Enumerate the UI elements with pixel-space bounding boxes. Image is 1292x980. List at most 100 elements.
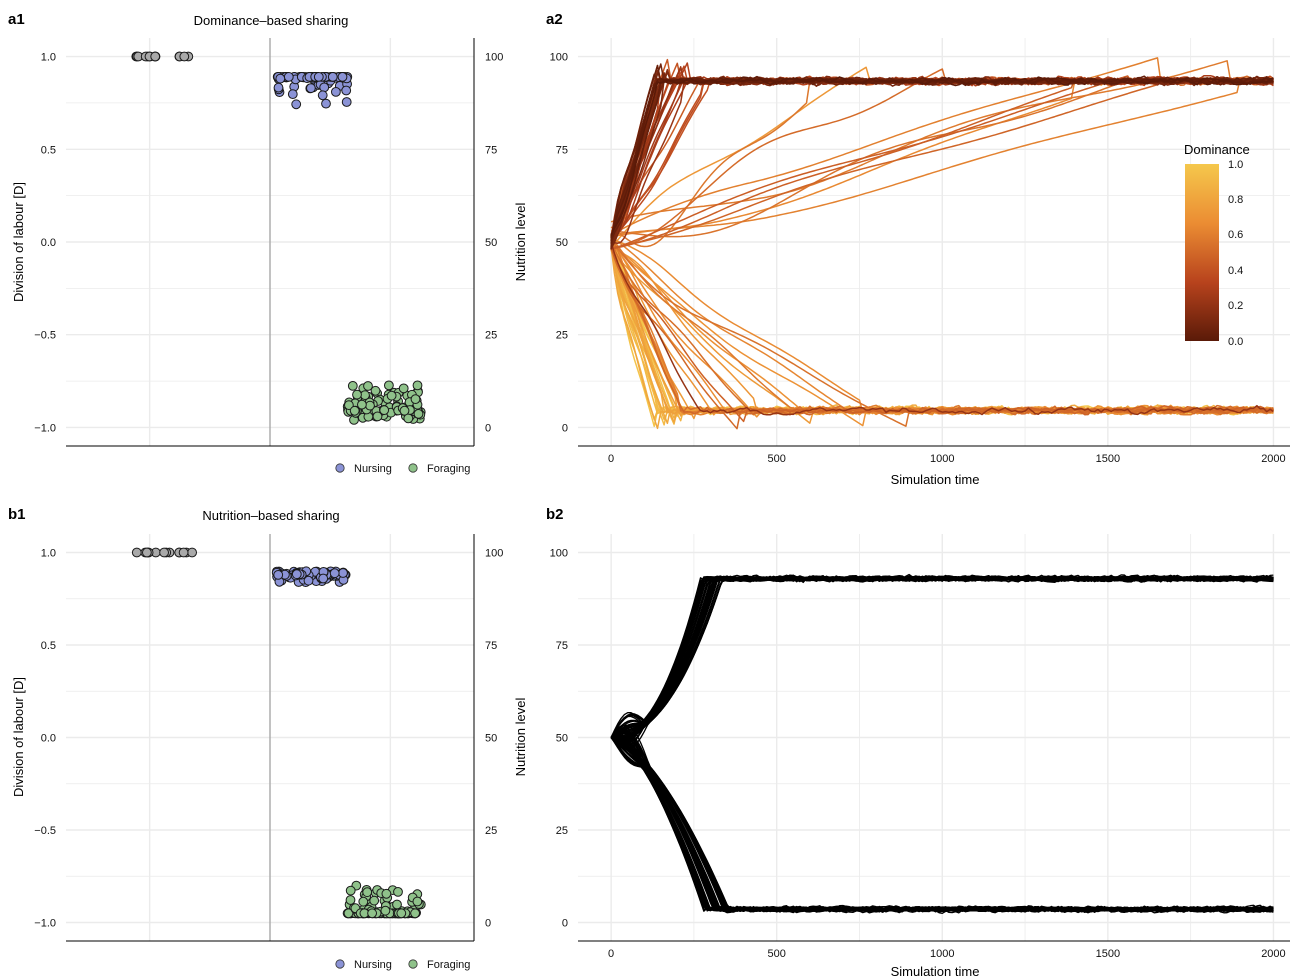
scatter-point [159, 547, 170, 558]
x-tick-label: 500 [768, 453, 786, 465]
points-b1 [131, 547, 426, 919]
scatter-point [287, 89, 298, 99]
colorbar-tick-label: 0.6 [1228, 229, 1243, 241]
legend-label-foraging: Foraging [427, 463, 470, 475]
panel-b2: b2 100 75 50 25 0 0 500 1000 1500 2000 S… [546, 506, 1290, 979]
y-tick-label: −1.0 [34, 918, 56, 930]
scatter-point [142, 547, 152, 558]
scatter-point [363, 381, 373, 391]
x-tick-label: 1000 [930, 948, 954, 960]
scatter-point [317, 90, 328, 101]
colorbar-tick-label: 0.2 [1228, 300, 1243, 312]
scatter-point [381, 888, 392, 899]
scatter-point [367, 908, 378, 919]
scatter-point [412, 380, 423, 391]
scatter-point [329, 568, 340, 579]
chart-title-b1: Nutrition–based sharing [202, 508, 339, 523]
scatter-point [291, 99, 302, 110]
legend-key-foraging [408, 463, 418, 473]
scatter-point [321, 98, 331, 109]
colorbar-tick-label: 0.8 [1228, 194, 1243, 206]
scatter-point [331, 87, 341, 97]
y2-axis-label-a1: Nutrition level [513, 203, 528, 282]
y-tick-label: 0.5 [41, 640, 56, 652]
scatter-point [360, 390, 370, 401]
series-line [611, 76, 1274, 236]
gridlines-a2 [578, 38, 1290, 446]
scatter-point [344, 400, 354, 411]
scatter-point [131, 547, 142, 558]
colorbar-a2: Dominance 1.0 0.8 0.6 0.4 0.2 0.0 [1184, 142, 1250, 348]
scatter-point [341, 85, 352, 96]
series-lines-a2 [610, 57, 1274, 430]
legend-label-foraging: Foraging [427, 959, 470, 971]
series-line [610, 248, 1274, 423]
y-tick-label: −1.0 [34, 422, 56, 434]
scatter-point [343, 908, 354, 919]
x-tick-label: 2000 [1261, 948, 1285, 960]
y-axis-label-a1: Division of labour [D] [11, 182, 26, 302]
y2-tick-label: 50 [485, 237, 497, 249]
scatter-point [379, 405, 390, 416]
scatter-point [386, 390, 397, 401]
y-tick-label: 1.0 [41, 52, 56, 64]
series-line [610, 242, 1274, 416]
legend-key-nursing [335, 463, 345, 473]
scatter-point [341, 97, 352, 107]
y-tick-label: 25 [556, 330, 568, 342]
scatter-point [337, 72, 348, 82]
legend-b1: Nursing Foraging [335, 959, 470, 971]
x-axis-label-b2: Simulation time [891, 964, 980, 979]
scatter-point [399, 405, 410, 416]
scatter-point [349, 405, 360, 416]
y-tick-label: 0.0 [41, 237, 56, 249]
y2-tick-label: 25 [485, 825, 497, 837]
x-tick-label: 0 [608, 453, 614, 465]
series-line [611, 736, 1274, 913]
scatter-point [275, 73, 286, 84]
scatter-point [187, 547, 198, 558]
series-line [610, 76, 1274, 236]
y2-ticks-a1: 100 75 50 25 0 [485, 52, 503, 435]
gridlines-b2 [578, 534, 1290, 941]
scatter-point [358, 896, 369, 907]
scatter-point [410, 908, 421, 919]
points-a1 [131, 51, 426, 425]
scatter-point [413, 409, 424, 419]
scatter-point [372, 411, 383, 422]
scatter-point [393, 887, 403, 897]
y-tick-label: 0 [562, 918, 568, 930]
y-tick-label: 25 [556, 825, 568, 837]
scatter-point [319, 82, 330, 93]
legend-a1: Nursing Foraging [335, 463, 470, 475]
scatter-point [327, 72, 338, 82]
scatter-point [283, 72, 294, 82]
scatter-point [345, 895, 356, 905]
panel-label-b1: b1 [8, 506, 26, 523]
x-tick-label: 1500 [1096, 948, 1120, 960]
scatter-point [369, 895, 380, 906]
series-lines-b2 [610, 573, 1274, 914]
scatter-point [178, 547, 189, 558]
y-ticks-b2: 100 75 50 25 0 [550, 548, 568, 930]
x-tick-label: 1000 [930, 453, 954, 465]
series-line [610, 574, 1274, 738]
panel-a1: a1 Dominance–based sharing 1.0 0.5 0.0 −… [8, 11, 528, 475]
panel-label-a1: a1 [8, 11, 25, 28]
x-axis-label-a2: Simulation time [891, 472, 980, 487]
scatter-point [291, 569, 302, 580]
axes-frame-a1 [66, 38, 475, 447]
scatter-point [384, 380, 394, 391]
y-tick-label: 100 [550, 52, 568, 64]
y-ticks-b1: 1.0 0.5 0.0 −0.5 −1.0 [34, 548, 56, 930]
colorbar-tick-label: 0.4 [1228, 265, 1243, 277]
scatter-point [398, 383, 409, 394]
y-ticks-a1: 1.0 0.5 0.0 −0.5 −1.0 [34, 52, 56, 435]
legend-key-foraging [408, 959, 418, 969]
legend-label-nursing: Nursing [354, 959, 392, 971]
y-tick-label: 75 [556, 144, 568, 156]
colorbar-title: Dominance [1184, 142, 1250, 157]
y2-tick-label: 100 [485, 548, 503, 560]
scatter-point [362, 887, 373, 898]
x-ticks-b2: 0 500 1000 1500 2000 [608, 948, 1286, 960]
